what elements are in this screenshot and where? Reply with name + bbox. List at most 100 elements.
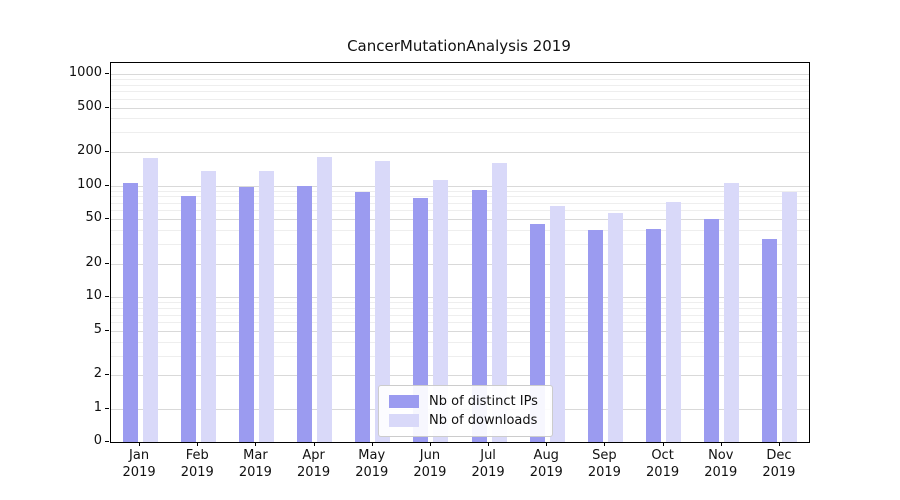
y-tick-label: 2 <box>93 366 102 382</box>
y-tick-label: 100 <box>77 176 102 192</box>
y-tick-mark <box>105 218 109 220</box>
y-tick-label: 20 <box>85 254 102 270</box>
y-tick-label: 5 <box>93 321 102 337</box>
x-tick-label: Jul 2019 <box>471 448 505 480</box>
gridline-minor <box>111 230 809 232</box>
bar-downloads <box>142 158 158 442</box>
bar-distinct-ips <box>587 230 603 442</box>
y-tick-mark <box>105 408 109 409</box>
gridline-major <box>111 73 809 75</box>
x-tick-label: Sep 2019 <box>587 448 621 480</box>
gridline-minor <box>111 341 809 343</box>
bar-downloads <box>607 212 623 442</box>
gridline-major <box>111 107 809 109</box>
gridline-major <box>111 263 809 265</box>
y-tick-label: 1000 <box>68 64 102 80</box>
y-tick-mark <box>105 72 109 74</box>
gridline-minor <box>111 355 809 357</box>
gridline-minor <box>111 79 809 80</box>
bar-downloads <box>317 157 333 442</box>
legend-label-downloads: Nb of downloads <box>429 413 538 428</box>
bar-distinct-ips <box>238 187 254 442</box>
bar-downloads <box>724 183 740 442</box>
y-tick-label: 1 <box>93 400 102 415</box>
gridline-minor <box>111 314 809 316</box>
chart-title: CancerMutationAnalysis 2019 <box>347 37 571 55</box>
bar-distinct-ips <box>704 219 720 442</box>
bar-downloads <box>491 163 507 442</box>
x-tick-label: Mar 2019 <box>238 448 272 480</box>
gridline-major <box>111 375 809 377</box>
gridline-minor <box>111 302 809 304</box>
gridline-major <box>111 219 809 221</box>
bar-downloads <box>782 191 798 442</box>
x-tick-label: Jan 2019 <box>122 448 156 480</box>
gridline-major <box>111 297 809 299</box>
bar-distinct-ips <box>646 228 662 442</box>
gridline-minor <box>111 132 809 134</box>
bar-downloads <box>666 201 682 442</box>
legend-swatch-downloads <box>389 414 419 427</box>
x-tick-mark <box>197 442 199 446</box>
x-tick-label: Aug 2019 <box>529 448 563 480</box>
y-tick-label: 50 <box>85 210 102 226</box>
x-tick-label: Apr 2019 <box>297 448 331 480</box>
y-tick-label: 0 <box>93 433 102 448</box>
gridline-major <box>111 151 809 153</box>
y-tick-mark <box>105 374 109 376</box>
bar-distinct-ips <box>413 197 429 442</box>
y-tick-mark <box>105 184 109 186</box>
bar-downloads <box>200 171 216 442</box>
y-tick-mark <box>105 329 109 331</box>
x-tick-mark <box>255 442 257 446</box>
bar-distinct-ips <box>355 191 371 442</box>
bar-downloads <box>258 171 274 442</box>
bar-distinct-ips <box>297 185 313 442</box>
legend-item-downloads: Nb of downloads <box>389 411 538 430</box>
gridline-minor <box>111 196 809 198</box>
x-tick-mark <box>371 442 373 446</box>
x-tick-mark <box>139 442 141 446</box>
x-tick-mark <box>662 442 664 446</box>
x-tick-mark <box>488 442 490 446</box>
gridline-major <box>111 185 809 187</box>
bar-distinct-ips <box>122 183 138 442</box>
x-tick-mark <box>604 442 606 446</box>
x-tick-label: Nov 2019 <box>704 448 738 480</box>
gridline-minor <box>111 322 809 324</box>
y-tick-mark <box>105 150 109 152</box>
bar-distinct-ips <box>180 196 196 442</box>
y-tick-mark <box>105 296 109 298</box>
bar-downloads <box>433 180 449 442</box>
x-tick-mark <box>720 442 722 446</box>
gridline-minor <box>111 244 809 245</box>
gridline-minor <box>111 190 809 192</box>
y-tick-mark <box>105 106 109 108</box>
gridline-minor <box>111 84 809 86</box>
x-tick-mark <box>429 442 431 446</box>
gridline-minor <box>111 118 809 120</box>
plot-area <box>110 62 810 443</box>
y-tick-label: 500 <box>77 98 102 114</box>
x-tick-label: Oct 2019 <box>646 448 680 480</box>
gridline-minor <box>111 308 809 310</box>
gridline-minor <box>111 210 809 212</box>
x-tick-label: May 2019 <box>355 448 389 480</box>
legend-swatch-distinct-ips <box>389 395 419 408</box>
y-tick-label: 200 <box>77 142 102 158</box>
legend-item-distinct-ips: Nb of distinct IPs <box>389 392 538 411</box>
x-tick-mark <box>546 442 548 446</box>
gridline-minor <box>111 98 809 100</box>
y-tick-mark <box>105 262 109 264</box>
x-tick-mark <box>313 442 315 446</box>
bar-downloads <box>549 206 565 442</box>
legend: Nb of distinct IPs Nb of downloads <box>378 385 553 437</box>
gridline-minor <box>111 202 809 204</box>
bar-distinct-ips <box>471 189 487 442</box>
x-tick-mark <box>778 442 780 446</box>
legend-label-distinct-ips: Nb of distinct IPs <box>429 394 538 409</box>
x-tick-label: Dec 2019 <box>762 448 796 480</box>
y-tick-label: 10 <box>85 288 102 304</box>
y-tick-mark <box>105 441 109 442</box>
